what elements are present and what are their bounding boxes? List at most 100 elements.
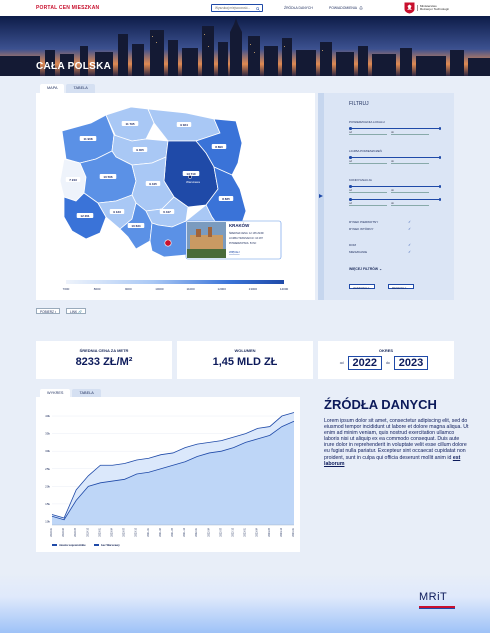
legend-tick-label: 8000 — [94, 287, 101, 291]
filter-floor-slider-2[interactable] — [349, 198, 441, 200]
filter-rooms-label: LICZBA POMIESZCZEŃ — [349, 149, 382, 153]
tab-map[interactable]: MAPA — [40, 84, 65, 93]
filter-floor-slider[interactable] — [349, 185, 441, 187]
filter-collapse-strip[interactable] — [318, 93, 324, 300]
filter-panel: FILTRUJ POWIERZCHNIA LOKALU od do LICZBA… — [318, 93, 454, 300]
reset-label: RESETUJ — [392, 286, 406, 290]
nav-data-sources[interactable]: ŹRÓDŁA DANYCH — [284, 6, 313, 10]
checkmark-icon: ✓ — [408, 243, 411, 247]
filter-floor-label: KONDYGNACJA — [349, 178, 372, 182]
svg-text:10 634: 10 634 — [131, 224, 141, 228]
sources-link[interactable]: est laborum — [324, 454, 461, 467]
y-tick-label: 30k — [45, 449, 50, 453]
checkmark-icon: ✓ — [408, 250, 411, 254]
tab-chart-table[interactable]: TABELA — [72, 389, 101, 398]
region-value-label: 13 710 — [182, 171, 200, 176]
krakow-marker[interactable] — [164, 239, 172, 247]
period-from-input[interactable]: 2022 — [347, 356, 382, 370]
poland-map: 11 908 11 795 9 024 8 890 9 405 7 243 10 506 13… — [59, 106, 289, 291]
stat-avg-price: ŚREDNIA CENA ZA METR 8233 ZŁ/M² — [36, 341, 172, 379]
link-map-button[interactable]: LINK 🔗 — [66, 308, 86, 314]
check-primary-market[interactable]: RYNEK PIERWOTNY ✓ — [349, 220, 411, 224]
search-input[interactable] — [215, 6, 255, 10]
ministry-logo[interactable]: Ministerstwo Rozwoju i Technologii — [404, 2, 449, 14]
apply-button[interactable]: ZASTOSUJ › — [349, 284, 375, 290]
check-house-label: DOM — [349, 243, 356, 247]
x-tick-label: 2020-07 — [123, 527, 126, 536]
search-icon[interactable] — [256, 6, 260, 11]
ministry-line-1: Ministerstwo — [420, 3, 437, 8]
tab-chart[interactable]: WYKRES — [40, 389, 71, 398]
x-tick-label: 2021-07 — [171, 527, 174, 536]
check-apartment[interactable]: MIESZKANIE ✓ — [349, 250, 411, 254]
legend-tick-label: 11000 — [187, 287, 195, 291]
x-tick-label: 2019-07 — [74, 527, 77, 536]
period-to-input[interactable]: 2023 — [393, 356, 429, 370]
y-tick-label: 25k — [45, 467, 50, 471]
x-tick-label: 2022-01 — [195, 527, 198, 536]
filter-rooms-to[interactable]: do — [391, 160, 429, 164]
x-tick-label: 2022-04 — [207, 527, 210, 536]
region-value-label: 9 445 — [145, 181, 161, 186]
stat-volume: WOLUMEN 1,45 MLD ZŁ — [177, 341, 313, 379]
city-popup: KRAKÓW ŚREDNIA CENA: 12 135 ZŁ/M² LICZBA… — [185, 220, 282, 260]
svg-text:8 835: 8 835 — [222, 197, 230, 201]
eagle-emblem-icon — [404, 2, 415, 14]
mrit-logo[interactable]: MRiT — [419, 591, 448, 603]
search-field[interactable] — [211, 4, 263, 12]
filter-rooms-slider[interactable] — [349, 156, 441, 158]
x-tick-label: 2021-04 — [159, 527, 162, 536]
popup-more-link[interactable]: WIĘCEJ — [229, 250, 240, 254]
city-skyline-image — [0, 16, 490, 76]
series-line-bez-warszawy — [51, 420, 295, 521]
chart-tabs: WYKRES TABELA — [40, 389, 103, 398]
x-tick-label: 2020-04 — [111, 527, 114, 536]
period-from-label: od — [339, 361, 344, 365]
x-tick-label: 2022-07 — [219, 527, 222, 536]
filter-rooms-from[interactable]: od — [349, 160, 387, 164]
check-house[interactable]: DOM ✓ — [349, 243, 411, 247]
filter-floor-from-2[interactable]: od — [349, 202, 387, 206]
nav-notifications[interactable]: POWIADOMIENIA — [329, 6, 363, 10]
check-secondary-market[interactable]: RYNEK WTÓRNY ✓ — [349, 227, 411, 231]
svg-text:12 201: 12 201 — [80, 214, 90, 218]
apply-label: ZASTOSUJ — [353, 286, 369, 290]
region-value-label: 8 835 — [218, 196, 234, 201]
tab-table[interactable]: TABELA — [66, 84, 95, 93]
x-tick-label: 2020-01 — [98, 527, 101, 536]
region-value-label: 11 795 — [121, 121, 139, 126]
x-tick-label: 2019-10 — [86, 527, 89, 536]
stat-volume-value: 1,45 MLD ZŁ — [212, 356, 278, 368]
arrow-right-icon[interactable] — [318, 193, 324, 199]
svg-text:11 795: 11 795 — [125, 122, 134, 126]
svg-text:9 133: 9 133 — [113, 210, 121, 214]
download-map-button[interactable]: POBIERZ ⭳ — [36, 308, 61, 314]
check-primary-label: RYNEK PIERWOTNY — [349, 220, 379, 224]
warsaw-marker[interactable]: Warszawa — [186, 175, 200, 184]
top-header: PORTAL CEN MIESZKAN ŹRÓDŁA DANYCH POWIAD… — [0, 0, 490, 16]
page-title: CAŁA POLSKA — [36, 61, 112, 72]
portal-logo[interactable]: PORTAL CEN MIESZKAN — [36, 5, 100, 11]
stat-period-label: OKRES — [378, 348, 394, 353]
filter-area-slider[interactable] — [349, 127, 441, 129]
y-tick-label: 40k — [45, 414, 50, 418]
x-tick-label: 2023-01 — [244, 527, 247, 536]
sources-body: Lorem ipsum dolor sit amet, consectetur … — [324, 418, 469, 461]
check-secondary-label: RYNEK WTÓRNY — [349, 227, 374, 231]
filter-floor-to-2[interactable]: do — [391, 202, 429, 206]
region-value-label: 9 024 — [176, 122, 192, 127]
filter-floor-to[interactable]: do — [391, 189, 429, 193]
region-value-label: 12 201 — [76, 213, 94, 218]
filter-area-to[interactable]: do — [391, 131, 429, 135]
series-area-1 — [52, 421, 294, 525]
filter-floor-from[interactable]: od — [349, 189, 387, 193]
y-tick-label: 10k — [45, 519, 50, 523]
reset-button[interactable]: RESETUJ › — [388, 284, 414, 290]
filter-area-from[interactable]: od — [349, 131, 387, 135]
more-filters-toggle[interactable]: WIĘCEJ FILTRÓW ⌄ — [349, 267, 382, 271]
map-legend: 7000 8000 9000 10000 11000 12000 13000 14000 — [63, 280, 289, 291]
region-value-label: 11 908 — [79, 136, 97, 141]
x-tick-label: 2020-10 — [135, 527, 138, 536]
chevron-down-icon: ⌄ — [379, 267, 382, 271]
svg-text:13 710: 13 710 — [186, 172, 196, 176]
